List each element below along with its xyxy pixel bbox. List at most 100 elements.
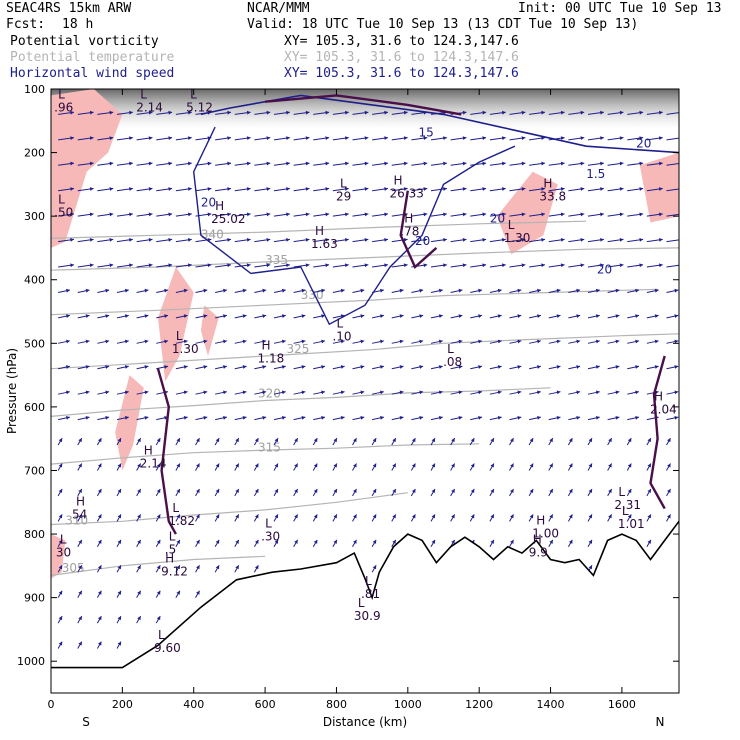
wind-arrowhead-328 <box>223 365 227 369</box>
wind-arrowhead-76 <box>305 161 310 166</box>
wind-arrowhead-575 <box>137 565 141 570</box>
pv-extremum-11: H <box>315 224 324 238</box>
wind-arrowhead-149 <box>482 212 487 217</box>
wind-arrowhead-16 <box>384 110 388 115</box>
pv-extremum-value-23: 2.31 <box>614 498 641 512</box>
wind-arrowhead-5 <box>168 110 173 115</box>
wind-arrowhead-113 <box>403 187 408 191</box>
wind-arrowhead-553 <box>235 539 239 544</box>
wind-arrowhead-371 <box>438 390 443 395</box>
wind-arrowhead-498 <box>411 488 416 493</box>
wind-arrowhead-475 <box>588 463 593 468</box>
wind-arrowhead-214 <box>501 263 506 268</box>
wind-arrowhead-105 <box>246 187 251 191</box>
pv-shading-1 <box>158 267 194 382</box>
wind-arrowhead-150 <box>501 212 506 217</box>
wind-arrowhead-300 <box>301 339 306 344</box>
wind-arrowhead-280 <box>537 314 541 318</box>
wind-arrowhead-199 <box>207 263 212 268</box>
wind-arrowhead-327 <box>203 365 208 369</box>
wind-arrowhead-316 <box>615 339 620 344</box>
wind-arrowhead-215 <box>521 263 526 268</box>
pv-extremum-8: L <box>265 517 272 531</box>
wind-arrowhead-158 <box>658 212 663 217</box>
wind-arrowhead-195 <box>129 263 133 268</box>
wind-arrowhead-573 <box>97 565 102 570</box>
pv-extremum-21: L <box>508 218 515 232</box>
wind-arrowhead-539 <box>588 514 593 519</box>
wind-arrowhead-566 <box>510 539 514 544</box>
wind-arrowhead-248 <box>537 288 541 293</box>
wind-arrowhead-356 <box>144 390 149 395</box>
wind-arrowhead-465 <box>392 463 396 468</box>
wind-arrowhead-456 <box>215 463 220 468</box>
pv-extremum-12: L <box>340 177 347 191</box>
wind-arrowhead-343 <box>517 365 522 369</box>
wind-arrowhead-73 <box>246 161 251 166</box>
wind-arrowhead-448 <box>58 463 63 468</box>
wind-arrowhead-478 <box>647 463 651 468</box>
forecast-hours: 18 h <box>62 17 94 32</box>
wind-arrowhead-451 <box>117 463 122 468</box>
wind-arrowhead-277 <box>478 314 482 318</box>
wind-arrowhead-405 <box>478 415 482 420</box>
wind-arrowhead-354 <box>105 390 110 395</box>
wind-arrowhead-45 <box>325 136 330 141</box>
wind-arrowhead-40 <box>227 136 231 141</box>
wind-arrowhead-80 <box>384 161 388 166</box>
wind-arrowhead-10 <box>266 110 271 115</box>
wind-arrowhead-205 <box>325 263 330 268</box>
wind-arrowhead-306 <box>419 339 424 344</box>
wind-arrowhead-8 <box>227 110 231 115</box>
wind-arrowhead-298 <box>262 339 267 344</box>
wind-arrowhead-98 <box>109 187 114 191</box>
wind-arrowhead-541 <box>627 514 632 519</box>
wind-arrowhead-83 <box>443 161 447 166</box>
init-time: Init: 00 UTC Tue 10 Sep 13 <box>518 1 722 16</box>
wind-arrowhead-155 <box>600 212 604 217</box>
isentrope-label-325: 325 <box>287 342 310 356</box>
wind-arrowhead-474 <box>568 463 573 468</box>
wind-arrowhead-594 <box>78 616 82 621</box>
wind-arrowhead-251 <box>595 288 600 293</box>
wind-arrowhead-192 <box>70 263 74 268</box>
pv-extremum-9: L <box>158 628 165 642</box>
wind-arrow-159 <box>666 213 679 217</box>
pv-extremum-19: H <box>533 533 542 547</box>
wind-arrowhead-61 <box>639 136 644 141</box>
wind-arrowhead-79 <box>364 161 369 166</box>
wind-arrowhead-21 <box>482 110 487 115</box>
wind-arrowhead-9 <box>246 110 251 115</box>
wind-arrowhead-596 <box>117 616 122 621</box>
wind-arrowhead-559 <box>353 539 357 544</box>
wind-arrowhead-531 <box>431 514 436 519</box>
endpoint-south: S <box>82 715 90 729</box>
wind-arrowhead-157 <box>639 212 644 217</box>
wind-arrowhead-224 <box>66 288 70 293</box>
wind-arrowhead-93 <box>639 161 644 166</box>
wind-arrowhead-489 <box>235 488 239 493</box>
wind-arrowhead-412 <box>615 415 620 420</box>
isentrope-320 <box>51 387 551 417</box>
organization: NCAR/MMM <box>247 1 310 16</box>
wind-arrowhead-265 <box>242 314 247 318</box>
wind-arrowhead-588 <box>137 590 141 595</box>
wind-arrowhead-350 <box>654 365 659 369</box>
wind-arrowhead-260 <box>144 314 149 318</box>
wind-arrowhead-20 <box>462 110 467 115</box>
pv-extremum-value-14: .78 <box>400 225 419 239</box>
wind-arrowhead-259 <box>124 314 129 318</box>
wind-arrowhead-276 <box>458 314 463 318</box>
wind-contour-jet <box>200 94 679 154</box>
wind-arrowhead-275 <box>438 314 443 318</box>
wind-arrowhead-249 <box>556 288 561 293</box>
wind-arrowhead-342 <box>497 365 502 369</box>
wind-arrowhead-348 <box>615 365 620 369</box>
wind-arrowhead-560 <box>372 539 377 544</box>
wind-arrowhead-388 <box>144 415 149 420</box>
wind-arrowhead-374 <box>497 390 502 395</box>
wind-arrowhead-309 <box>478 339 482 344</box>
wind-arrowhead-169 <box>246 237 251 242</box>
wind-arrowhead-133 <box>168 212 173 217</box>
x-tick-label-1600: 1600 <box>608 698 636 711</box>
